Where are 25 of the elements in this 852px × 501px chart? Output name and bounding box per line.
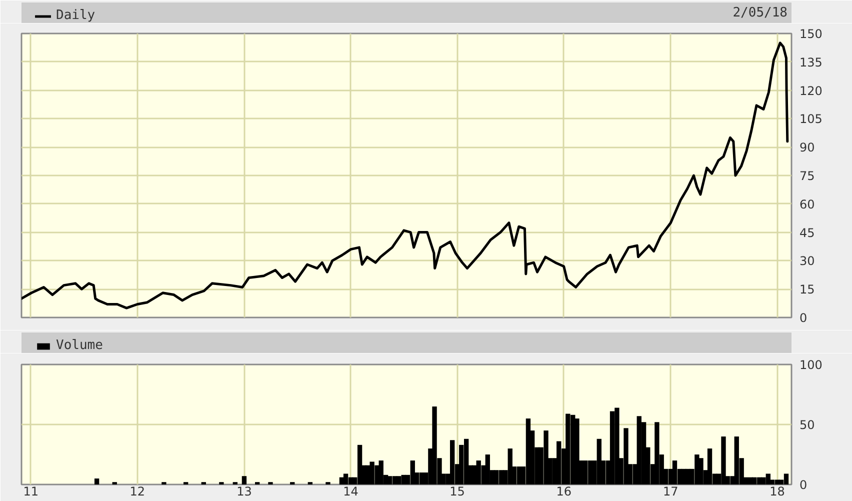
- legend-label: Daily: [56, 8, 96, 23]
- y-tick-label: 135: [800, 55, 822, 70]
- y-tick-label: 0: [800, 478, 808, 492]
- y-tick-label: 50: [800, 418, 815, 432]
- x-tick-label: 17: [663, 484, 678, 498]
- x-tick-label: 14: [343, 484, 358, 498]
- x-tick-label: 16: [556, 484, 572, 498]
- y-tick-label: 105: [800, 112, 822, 126]
- x-tick-label: 12: [130, 484, 146, 498]
- x-tick-label: 11: [23, 484, 38, 498]
- x-tick-label: 15: [450, 484, 465, 498]
- x-tick-label: 13: [236, 484, 252, 498]
- y-tick-label: 45: [800, 226, 815, 240]
- y-tick-label: 120: [800, 84, 822, 98]
- legend-label: Volume: [56, 338, 103, 353]
- y-tick-label: 60: [800, 197, 815, 212]
- y-tick-label: 75: [800, 169, 815, 183]
- y-tick-label: 15: [800, 282, 815, 297]
- y-tick-label: 90: [800, 140, 815, 155]
- y-tick-label: 0: [800, 311, 808, 325]
- x-tick-label: 18: [770, 484, 785, 498]
- y-tick-label: 100: [800, 358, 822, 372]
- y-tick-label: 30: [800, 254, 815, 268]
- y-tick-label: 150: [800, 27, 822, 41]
- chart-subtitle: 2/05/18: [732, 6, 788, 20]
